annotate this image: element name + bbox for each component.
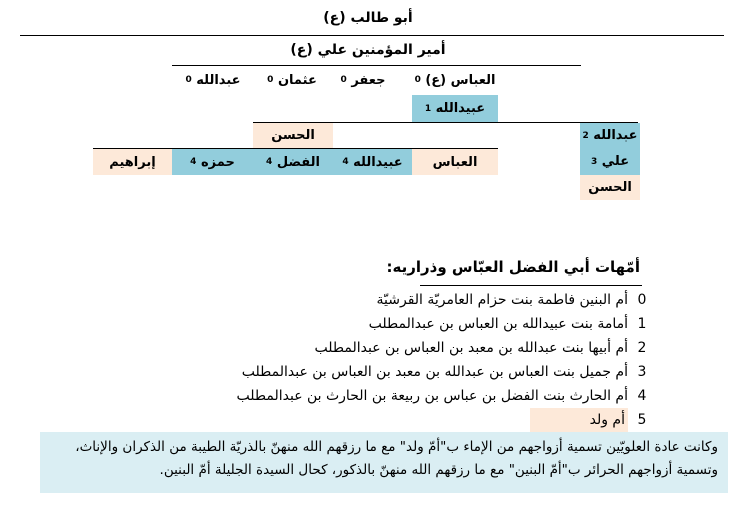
divider [93, 148, 498, 149]
list-item: 2أم أبيها بنت عبدالله بن معبد بن العباس … [314, 340, 647, 356]
node-ubaidullah: عبيدالله 1 [412, 95, 498, 122]
list-item: 4أم الحارث بنت الفضل بن عباس بن ربيعة بن… [236, 388, 647, 404]
note-line-2: وتسمية أزواجهم الحرائر ب"أمّ البنين" مع … [159, 462, 718, 478]
node-abdullah: عبدالله 2 [580, 123, 640, 148]
grandson-fadl: الفضل 4 [253, 149, 333, 175]
grandson-ubaidullah: عبيدالله 4 [333, 149, 412, 175]
note-line-1: وكانت عادة العلويّين تسمية أزواجهم من ال… [75, 439, 718, 455]
node-hasan: الحسن [253, 123, 333, 148]
ali-node: أمير المؤمنين علي (ع) [290, 42, 446, 58]
list-item: 3أم جميل بنت العباس بن عبدالله بن معبد ب… [241, 364, 647, 380]
node-ali: علي 3 [580, 148, 640, 175]
grandson-ibrahim: إبراهيم [93, 149, 172, 175]
grandson-hamza: حمزه 4 [172, 149, 253, 175]
son-abdullah: عبدالله 0 [185, 72, 241, 88]
list-item: 5أم ولد [529, 408, 650, 432]
grandson-abbas: العباس [412, 149, 498, 175]
note-box: وكانت عادة العلويّين تسمية أزواجهم من ال… [40, 432, 728, 493]
divider [420, 285, 642, 286]
root-abu-talib: أبو طالب (ع) [323, 10, 413, 26]
son-abbas: العباس (ع) 0 [414, 72, 496, 88]
divider [253, 122, 638, 123]
mothers-heading: أمّهات أبي الفضل العبّاس وذراريه: [386, 258, 640, 276]
divider [20, 35, 724, 36]
divider [172, 65, 581, 66]
list-item: 1أمامة بنت عبيدالله بن العباس بن عبدالمط… [368, 316, 647, 332]
list-item: 0أم البنين فاطمة بنت حزام العامريّة القر… [376, 292, 647, 308]
node-hasan-right: الحسن [580, 175, 640, 200]
son-jafar: جعفر 0 [340, 72, 386, 88]
son-uthman: عثمان 0 [267, 72, 317, 88]
